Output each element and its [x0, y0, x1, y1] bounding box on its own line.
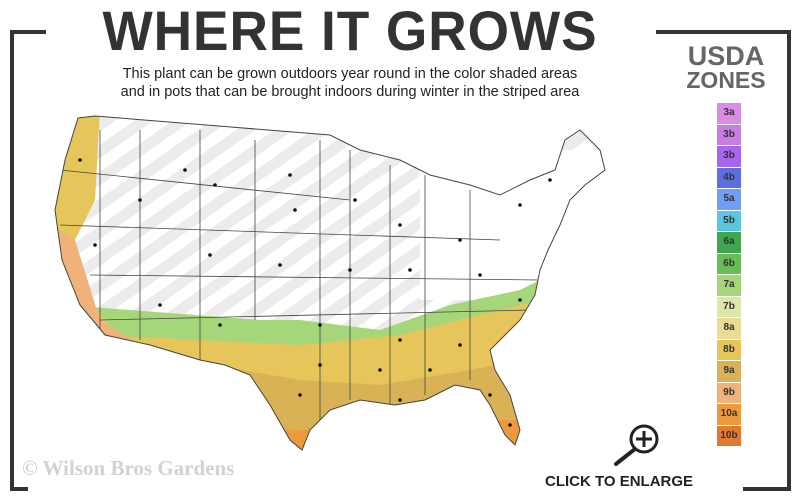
legend-heading-zones: ZONES — [686, 67, 766, 93]
frame-bottom-left — [10, 487, 28, 491]
legend-zone-6b: 6b — [717, 253, 741, 275]
legend-zone-9b: 9b — [717, 382, 741, 404]
frame-top-right — [656, 30, 791, 34]
magnifier-plus-icon[interactable] — [610, 422, 666, 470]
legend-zone-7b: 7b — [717, 296, 741, 318]
legend-zone-3b: 3b — [717, 146, 741, 168]
legend-zone-10a: 10a — [717, 404, 741, 426]
unshaded-area — [420, 150, 605, 300]
legend-zone-3b: 3b — [717, 124, 741, 146]
legend-zone-8a: 8a — [717, 318, 741, 340]
legend-zone-10b: 10b — [717, 425, 741, 447]
subtitle: This plant can be grown outdoors year ro… — [60, 65, 640, 101]
page-title: WHERE IT GROWS — [102, 0, 598, 62]
legend-zone-8b: 8b — [717, 339, 741, 361]
frame-right — [787, 30, 791, 491]
frame-bottom-right — [743, 487, 791, 491]
watermark: © Wilson Bros Gardens — [22, 456, 235, 480]
frame-left — [10, 30, 14, 491]
subtitle-line: and in pots that can be brought indoors … — [120, 84, 580, 100]
legend-zone-4b: 4b — [717, 167, 741, 189]
legend-zone-9a: 9a — [717, 361, 741, 383]
click-to-enlarge-button[interactable]: CLICK TO ENLARGE — [545, 473, 694, 490]
zone-legend: 3a 3b 3b 4b 5a 5b 6a 6b 7a 7b 8a 8b 9a 9b 10a 10b — [717, 103, 741, 447]
city-markers — [78, 158, 552, 427]
legend-zone-5a: 5a — [717, 189, 741, 211]
subtitle-line: This plant can be grown outdoors year ro… — [122, 66, 578, 82]
legend-heading: USDA ZONES — [676, 41, 776, 93]
frame-top-left — [10, 30, 46, 34]
legend-zone-5b: 5b — [717, 210, 741, 232]
legend-zone-7a: 7a — [717, 275, 741, 297]
state-borders — [59, 130, 541, 420]
legend-heading-usda: USDA — [687, 41, 765, 71]
legend-zone-6a: 6a — [717, 232, 741, 254]
legend-zone-3a: 3a — [717, 103, 741, 125]
